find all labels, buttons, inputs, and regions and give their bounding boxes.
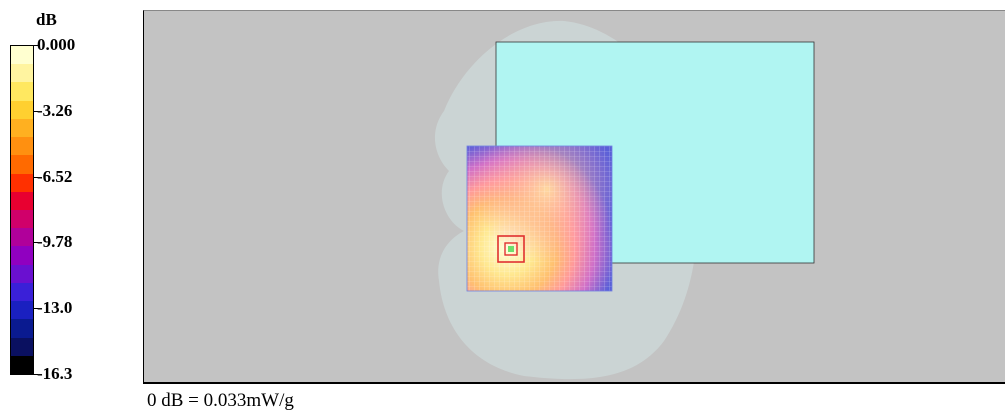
colorbar-segment [11, 264, 33, 283]
colorbar-segment [11, 155, 33, 174]
colorbar-tick-mark [33, 110, 38, 112]
sar-plot-svg [434, 20, 815, 380]
colorbar-tick-label: -13.0 [37, 298, 73, 318]
colorbar-segment [11, 301, 33, 320]
colorbar-tick-label: 0.000 [37, 35, 76, 54]
colorbar-tick-mark [33, 308, 38, 310]
colorbar-tick-label: -9.78 [37, 232, 73, 252]
reference-note: 0 dB = 0.033mW/g [147, 390, 294, 411]
colorbar-segment [11, 319, 33, 338]
hotspot-peak-point [508, 246, 514, 252]
colorbar-segment [11, 64, 33, 83]
colorbar-tick-label: -16.3 [37, 364, 73, 383]
colorbar-segment [11, 46, 33, 65]
colorbar-tick-mark [33, 242, 38, 244]
sar-plot-area [143, 10, 1005, 384]
colorbar-segment [11, 118, 33, 138]
legend-unit-label: dB [36, 10, 57, 29]
colorbar-tick-label: -3.26 [37, 100, 73, 120]
colorbar [10, 45, 34, 375]
colorbar-tick-mark [33, 176, 38, 178]
hotspot-inner-marker [504, 242, 518, 256]
colorbar-segment [11, 191, 33, 210]
colorbar-segment [11, 173, 33, 192]
colorbar-segment [11, 337, 33, 356]
colorbar-tick-mark [33, 45, 38, 46]
colorbar-segment [11, 228, 33, 247]
colorbar-segment [11, 137, 33, 156]
colorbar-segment [11, 282, 33, 302]
colorbar-tick-mark [33, 374, 38, 375]
colorbar-segment [11, 82, 33, 101]
colorbar-segment [11, 355, 33, 374]
sar-scan-area [466, 145, 613, 292]
hotspot-outer-marker [497, 235, 525, 263]
colorbar-tick-label: -6.52 [37, 166, 73, 186]
colorbar-segment [11, 100, 33, 119]
colorbar-segment [11, 209, 33, 229]
colorbar-segment [11, 246, 33, 265]
